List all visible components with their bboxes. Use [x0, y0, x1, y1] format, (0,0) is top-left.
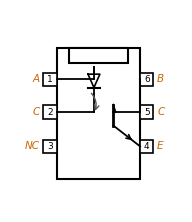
Text: 3: 3 — [47, 142, 53, 151]
Text: 1: 1 — [47, 75, 53, 84]
Bar — [43, 140, 57, 153]
Text: E: E — [157, 141, 164, 151]
Text: A: A — [32, 74, 40, 84]
Bar — [140, 73, 153, 86]
Bar — [69, 48, 128, 63]
Bar — [43, 73, 57, 86]
Text: 2: 2 — [47, 108, 53, 117]
Text: NC: NC — [25, 141, 40, 151]
Bar — [140, 105, 153, 119]
Bar — [140, 140, 153, 153]
Text: B: B — [157, 74, 164, 84]
Bar — [43, 105, 57, 119]
Text: C: C — [32, 107, 40, 117]
Text: 6: 6 — [144, 75, 150, 84]
Text: 4: 4 — [144, 142, 150, 151]
Text: C: C — [157, 107, 164, 117]
Bar — [57, 48, 140, 179]
Text: 5: 5 — [144, 108, 150, 117]
